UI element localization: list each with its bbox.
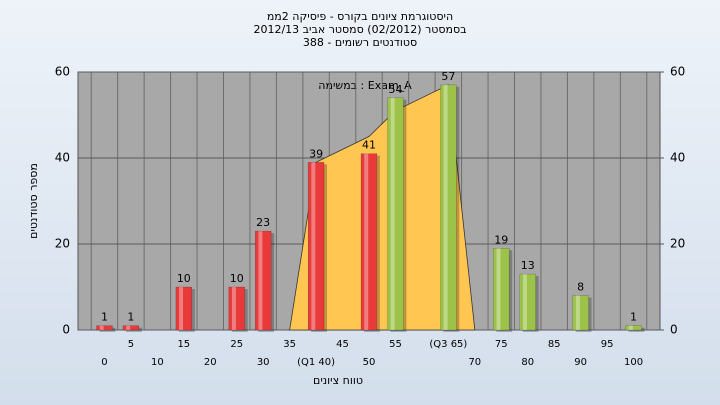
y2-tick-label: 0 [670, 323, 678, 337]
x-tick-label: 10 [151, 357, 164, 368]
x-axis-label: טווח ציונים [313, 374, 363, 387]
y2-tick-label: 20 [670, 237, 685, 251]
y2-tick-label: 40 [670, 151, 685, 165]
x-tick-label: 30 [257, 357, 270, 368]
x-tick-label: 55 [389, 339, 402, 350]
data-label: 8 [577, 281, 584, 294]
data-label: 39 [309, 147, 323, 160]
data-label: 19 [494, 233, 508, 246]
bar [175, 286, 193, 331]
chart-title: היסטוגרמת ציונים בקורס - פיסיקה 2ממ [267, 10, 453, 23]
y-tick-label: 20 [55, 237, 70, 251]
x-tick-label: 50 [363, 357, 376, 368]
x-tick-label: 35 [283, 339, 296, 350]
bar [493, 248, 510, 331]
bar-highlight [575, 295, 580, 330]
bar [307, 162, 325, 331]
y-tick-label: 60 [55, 65, 70, 79]
x-tick-label: 100 [624, 357, 643, 368]
x-tick-label: 95 [601, 339, 614, 350]
y-tick-label: 0 [62, 323, 70, 337]
data-label: 10 [177, 272, 191, 285]
x-tick-label: 45 [336, 339, 349, 350]
bar-highlight [311, 162, 316, 330]
bar [625, 325, 642, 331]
bar-highlight [99, 325, 104, 330]
bar-highlight [231, 287, 236, 330]
bar [519, 273, 536, 331]
bar [360, 153, 378, 331]
annotation: במשימה : Exam_A [318, 79, 412, 92]
bar [572, 295, 589, 331]
x-tick-label: 85 [548, 339, 561, 350]
bar [254, 230, 272, 331]
bar-highlight [390, 97, 395, 330]
bar [122, 325, 140, 331]
bar-highlight [364, 153, 369, 330]
bar [228, 286, 245, 331]
y-tick-label: 40 [55, 151, 70, 165]
x-tick-label: 75 [495, 339, 508, 350]
x-tick-label: 20 [204, 357, 217, 368]
bar-highlight [496, 248, 501, 330]
bar-highlight [443, 84, 448, 331]
bar-highlight [522, 274, 527, 330]
x-tick-label: 5 [128, 339, 134, 350]
data-label: 1 [630, 311, 637, 324]
data-label: 54 [388, 83, 402, 96]
x-tick-label: 70 [468, 357, 481, 368]
chart-subtitle: סטודנטים רשומים - 388 [303, 36, 417, 49]
bar-highlight [126, 325, 131, 330]
data-label: 1 [127, 311, 134, 324]
data-label: 23 [256, 216, 270, 229]
bar-highlight [258, 231, 263, 330]
bar [96, 325, 113, 331]
x-tick-label: 15 [177, 339, 190, 350]
y-axis-label: מספר סטודנטים [27, 163, 40, 239]
y2-tick-label: 60 [670, 65, 685, 79]
data-label: 1 [101, 311, 108, 324]
x-tick-label: (Q1 40) [297, 357, 335, 368]
x-tick-label: (Q3 65) [429, 339, 467, 350]
data-label: 13 [521, 259, 535, 272]
data-label: 57 [441, 70, 455, 83]
data-label: 41 [362, 139, 376, 152]
chart-subtitle: בסמסטר (02/2012) סמסטר אביב 2012/13 [253, 23, 466, 36]
data-label: 10 [230, 272, 244, 285]
x-tick-label: 25 [230, 339, 243, 350]
x-tick-label: 90 [574, 357, 587, 368]
x-tick-label: 80 [521, 357, 534, 368]
bar-highlight [628, 325, 633, 330]
bar [440, 84, 457, 331]
x-tick-label: 0 [101, 357, 107, 368]
bar [387, 97, 404, 331]
bar-highlight [179, 287, 184, 330]
